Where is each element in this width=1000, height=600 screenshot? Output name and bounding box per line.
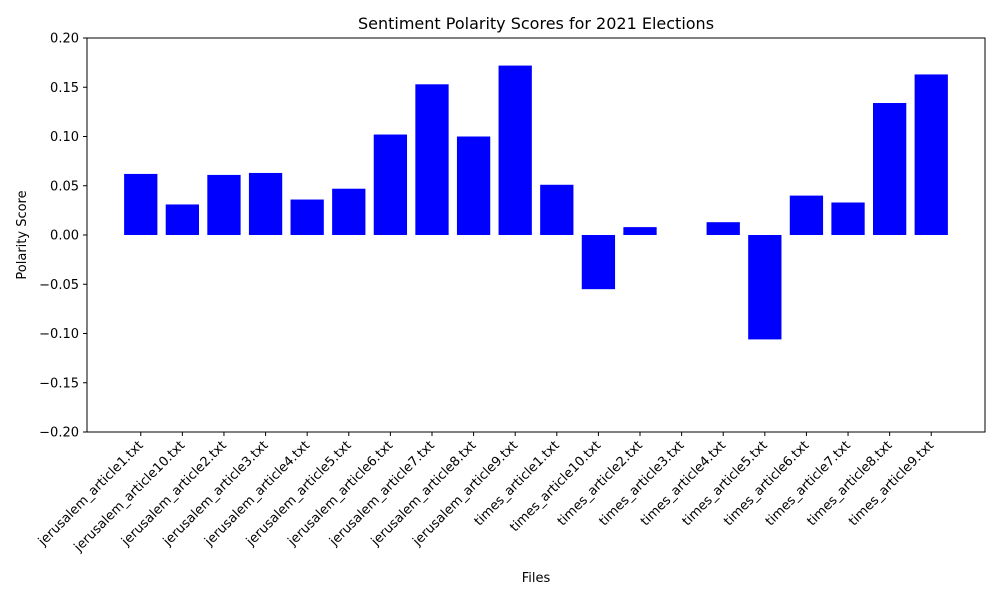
bar-jerusalem-article5-txt	[332, 188, 366, 235]
bar-jerusalem-article3-txt	[248, 172, 283, 235]
y-tick-label: 0.05	[50, 179, 79, 194]
bar-jerusalem-article2-txt	[207, 174, 241, 235]
bar-jerusalem-article9-txt	[498, 65, 532, 235]
bar-times-article6-txt	[789, 195, 824, 235]
bar-jerusalem-article4-txt	[290, 199, 324, 235]
y-tick-label: −0.20	[39, 426, 79, 441]
bars-group	[124, 65, 948, 340]
y-tick-label: 0.15	[50, 81, 79, 96]
y-axis: −0.20 −0.15 −0.10 −0.05 0.00 0.05 0.10 0.15 0.20	[39, 32, 87, 441]
bar-times-article4-txt	[706, 222, 740, 235]
bar-times-article2-txt	[623, 227, 657, 235]
y-tick-label: 0.00	[50, 229, 79, 244]
bar-jerusalem-article1-txt	[124, 173, 158, 235]
plot-frame	[86, 37, 986, 433]
bar-times-article1-txt	[540, 184, 574, 235]
bar-times-article7-txt	[831, 202, 865, 235]
y-tick-label: 0.10	[50, 130, 79, 145]
bar-jerusalem-article6-txt	[373, 134, 408, 235]
bar-times-article10-txt	[581, 235, 616, 290]
y-tick-label: −0.10	[39, 327, 79, 342]
bar-times-article5-txt	[748, 235, 782, 340]
y-axis-label: Polarity Score	[15, 190, 30, 279]
y-tick-label: −0.15	[39, 376, 79, 391]
x-axis-label: Files	[522, 571, 551, 586]
y-tick-label: 0.20	[50, 32, 79, 47]
chart-title: Sentiment Polarity Scores for 2021 Elect…	[358, 14, 714, 33]
bar-times-article8-txt	[872, 103, 907, 235]
bar-jerusalem-article10-txt	[165, 204, 200, 235]
y-tick-label: −0.05	[39, 278, 79, 293]
x-axis: jerusalem_article1.txtjerusalem_article1…	[35, 432, 937, 556]
bar-times-article9-txt	[914, 74, 948, 235]
bar-jerusalem-article8-txt	[456, 136, 491, 235]
bar-jerusalem-article7-txt	[415, 84, 449, 235]
